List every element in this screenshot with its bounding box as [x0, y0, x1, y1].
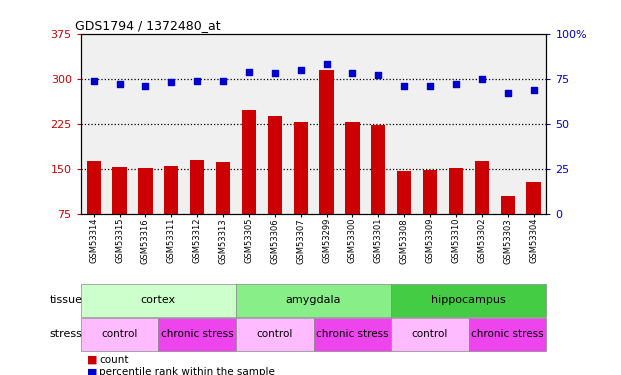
Text: cortex: cortex: [141, 296, 176, 305]
Point: [89, 78, 99, 84]
Point: [193, 78, 202, 84]
Point: [322, 62, 332, 68]
Point: [503, 90, 513, 96]
Text: chronic stress: chronic stress: [161, 329, 233, 339]
Point: [477, 76, 487, 82]
Point: [218, 78, 228, 84]
Point: [114, 81, 124, 87]
Bar: [268, 116, 282, 214]
Bar: [345, 122, 360, 214]
Bar: [449, 168, 463, 214]
Bar: [319, 70, 333, 214]
Text: hippocampus: hippocampus: [432, 296, 506, 305]
Bar: [81, 284, 236, 317]
Text: percentile rank within the sample: percentile rank within the sample: [99, 368, 275, 375]
Bar: [242, 110, 256, 214]
Bar: [391, 318, 469, 351]
Bar: [397, 171, 411, 214]
Bar: [501, 196, 515, 214]
Bar: [469, 318, 546, 351]
Text: control: control: [256, 329, 293, 339]
Text: GDS1794 / 1372480_at: GDS1794 / 1372480_at: [75, 19, 220, 32]
Bar: [371, 125, 386, 214]
Bar: [158, 318, 236, 351]
Bar: [236, 284, 391, 317]
Bar: [112, 167, 127, 214]
Point: [399, 83, 409, 89]
Bar: [391, 284, 546, 317]
Point: [166, 80, 176, 86]
Text: tissue: tissue: [50, 296, 83, 305]
Bar: [314, 318, 391, 351]
Text: stress: stress: [50, 329, 83, 339]
Bar: [474, 161, 489, 214]
Point: [270, 70, 279, 76]
Bar: [423, 170, 437, 214]
Text: chronic stress: chronic stress: [471, 329, 544, 339]
Text: control: control: [101, 329, 138, 339]
Bar: [236, 318, 314, 351]
Text: count: count: [99, 355, 129, 365]
Point: [373, 72, 383, 78]
Bar: [138, 168, 153, 214]
Point: [451, 81, 461, 87]
Bar: [86, 161, 101, 214]
Bar: [164, 166, 178, 214]
Bar: [527, 182, 541, 214]
Text: ■: ■: [87, 368, 97, 375]
Point: [296, 67, 306, 73]
Point: [348, 70, 358, 76]
Bar: [294, 122, 308, 214]
Bar: [216, 162, 230, 214]
Point: [140, 83, 150, 89]
Bar: [81, 318, 158, 351]
Text: chronic stress: chronic stress: [316, 329, 389, 339]
Point: [244, 69, 254, 75]
Text: amygdala: amygdala: [286, 296, 342, 305]
Point: [425, 83, 435, 89]
Point: [528, 87, 538, 93]
Text: ■: ■: [87, 355, 97, 365]
Text: control: control: [412, 329, 448, 339]
Bar: [190, 160, 204, 214]
